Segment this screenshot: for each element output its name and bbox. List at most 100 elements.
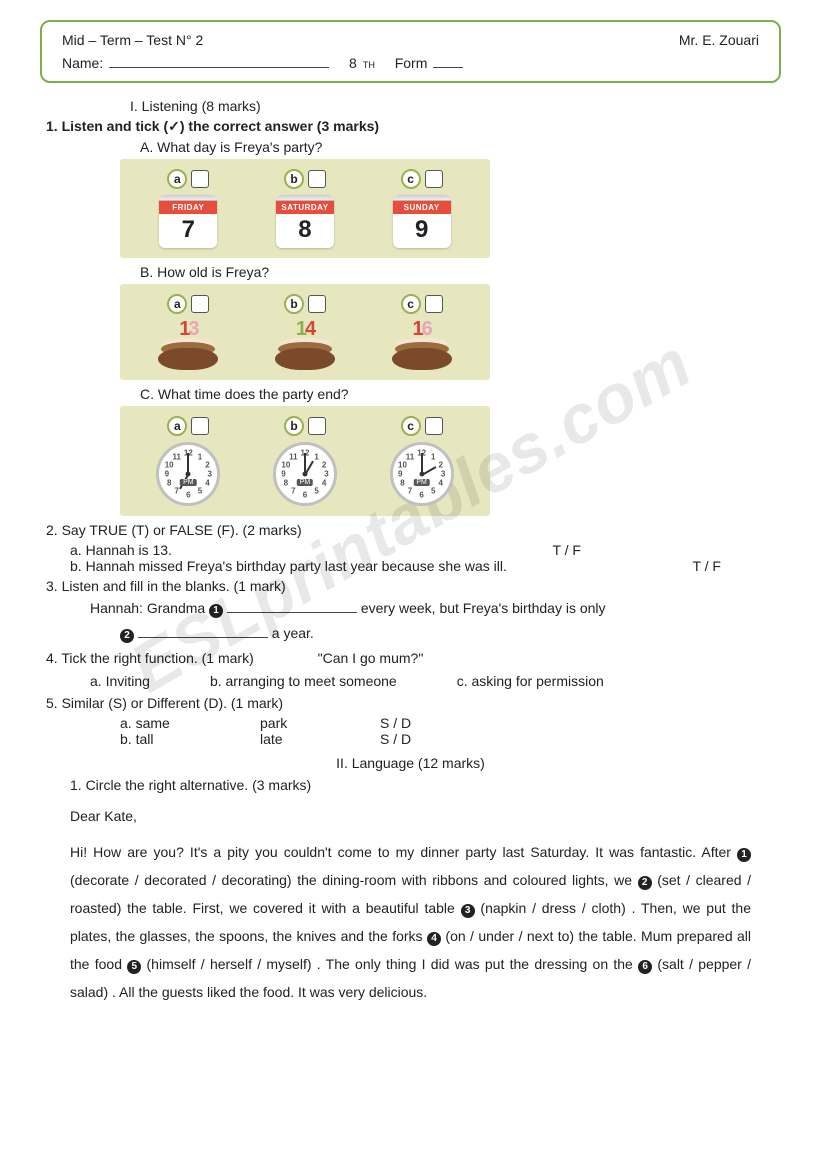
name-label: Name: xyxy=(62,55,103,71)
blank1-icon: 1 xyxy=(209,604,223,618)
cake-icon: 14 xyxy=(270,320,340,370)
calendar-icon: FRIDAY 7 xyxy=(159,195,217,248)
cake-choice: c 16 xyxy=(387,294,457,370)
p1g: . All the guests liked the food. It was … xyxy=(112,984,427,1000)
q1b-panel: a 13 b 14 c 16 xyxy=(120,284,490,380)
form-blank[interactable] xyxy=(433,54,463,68)
checkbox[interactable] xyxy=(191,295,209,313)
clock-choice: b 121234567891011 PM xyxy=(273,416,337,506)
q2a: a. Hannah is 13. xyxy=(70,542,552,558)
test-title: Mid – Term – Test N° 2 xyxy=(62,32,203,48)
form-grade: 8 xyxy=(349,55,357,71)
q2b: b. Hannah missed Freya's birthday party … xyxy=(70,558,692,574)
q1c-panel: a 121234567891011 PM b 121234567891011 P… xyxy=(120,406,490,516)
blank1[interactable] xyxy=(227,599,357,613)
cake-icon: 16 xyxy=(387,320,457,370)
choice-letter: c xyxy=(401,294,421,314)
opt5[interactable]: (himself / herself / myself) xyxy=(147,956,312,972)
q3: 3. Listen and fill in the blanks. (1 mar… xyxy=(46,578,781,594)
q4: 4. Tick the right function. (1 mark) xyxy=(46,650,254,666)
checkbox[interactable] xyxy=(425,170,443,188)
choice-letter: b xyxy=(284,416,304,436)
q1a-panel: a FRIDAY 7 b SATURDAY 8 c SUNDAY 9 xyxy=(120,159,490,258)
opt4[interactable]: (on / under / next to) xyxy=(445,928,574,944)
q3-text2: every week, but Freya's birthday is only xyxy=(361,600,606,616)
greeting: Dear Kate, xyxy=(70,802,751,830)
q5: 5. Similar (S) or Different (D). (1 mark… xyxy=(46,695,781,711)
q5a-w2: park xyxy=(260,715,320,731)
choice-letter: a xyxy=(167,294,187,314)
cake-choice: b 14 xyxy=(270,294,340,370)
calendar-choice: c SUNDAY 9 xyxy=(393,169,451,248)
calendar-choice: a FRIDAY 7 xyxy=(159,169,217,248)
q4a[interactable]: a. Inviting xyxy=(90,673,150,689)
q2a-tf[interactable]: T / F xyxy=(552,542,581,558)
opt2-icon: 2 xyxy=(638,876,652,890)
q4b[interactable]: b. arranging to meet someone xyxy=(210,673,397,689)
p1c: the table. First, we covered it with a b… xyxy=(127,900,460,916)
p1f: . The only thing I did was put the dress… xyxy=(317,956,638,972)
checkbox[interactable] xyxy=(308,295,326,313)
checkbox[interactable] xyxy=(425,295,443,313)
clock-icon: 121234567891011 PM xyxy=(390,442,454,506)
q3-text3: a year. xyxy=(272,625,314,641)
choice-letter: a xyxy=(167,416,187,436)
cake-icon: 13 xyxy=(153,320,223,370)
listening-title: I. Listening (8 marks) xyxy=(130,98,781,114)
calendar-choice: b SATURDAY 8 xyxy=(276,169,334,248)
q5b-w2: late xyxy=(260,731,320,747)
blank2-icon: 2 xyxy=(120,629,134,643)
opt3-icon: 3 xyxy=(461,904,475,918)
q3-text1: Hannah: Grandma xyxy=(90,600,209,616)
lang-q1: 1. Circle the right alternative. (3 mark… xyxy=(70,775,781,796)
q2b-tf[interactable]: T / F xyxy=(692,558,721,574)
checkbox[interactable] xyxy=(425,417,443,435)
blank2[interactable] xyxy=(138,624,268,638)
choice-letter: c xyxy=(401,416,421,436)
choice-letter: b xyxy=(284,169,304,189)
q1c: C. What time does the party end? xyxy=(140,386,781,402)
checkbox[interactable] xyxy=(191,417,209,435)
header-box: Mid – Term – Test N° 2 Mr. E. Zouari Nam… xyxy=(40,20,781,83)
choice-letter: a xyxy=(167,169,187,189)
q1a: A. What day is Freya's party? xyxy=(140,139,781,155)
q5b-sd[interactable]: S / D xyxy=(380,731,411,747)
clock-icon: 121234567891011 PM xyxy=(273,442,337,506)
opt1-icon: 1 xyxy=(737,848,751,862)
calendar-icon: SATURDAY 8 xyxy=(276,195,334,248)
clock-choice: a 121234567891011 PM xyxy=(156,416,220,506)
language-title: II. Language (12 marks) xyxy=(40,755,781,771)
calendar-icon: SUNDAY 9 xyxy=(393,195,451,248)
q1b: B. How old is Freya? xyxy=(140,264,781,280)
cake-choice: a 13 xyxy=(153,294,223,370)
q3-line1: Hannah: Grandma 1 every week, but Freya'… xyxy=(90,598,781,619)
choice-letter: b xyxy=(284,294,304,314)
form-sup: TH xyxy=(363,60,375,70)
q4-row: 4. Tick the right function. (1 mark) "Ca… xyxy=(46,648,781,669)
q5a-sd[interactable]: S / D xyxy=(380,715,411,731)
p1a: Hi! How are you? It's a pity you couldn'… xyxy=(70,844,737,860)
passage: Dear Kate, Hi! How are you? It's a pity … xyxy=(70,802,751,1006)
checkbox[interactable] xyxy=(308,417,326,435)
choice-letter: c xyxy=(401,169,421,189)
p1b: the dining-room with ribbons and coloure… xyxy=(297,872,637,888)
opt5-icon: 5 xyxy=(127,960,141,974)
q3-line2: 2 a year. xyxy=(120,623,781,644)
clock-icon: 121234567891011 PM xyxy=(156,442,220,506)
opt4-icon: 4 xyxy=(427,932,441,946)
q5b-w1: b. tall xyxy=(120,731,200,747)
form-label: Form xyxy=(395,55,428,71)
q1: 1. Listen and tick (✓) the correct answe… xyxy=(46,118,781,135)
q2: 2. Say TRUE (T) or FALSE (F). (2 marks) xyxy=(46,522,781,538)
opt6-icon: 6 xyxy=(638,960,652,974)
clock-choice: c 121234567891011 PM xyxy=(390,416,454,506)
opt3[interactable]: (napkin / dress / cloth) xyxy=(480,900,625,916)
checkbox[interactable] xyxy=(308,170,326,188)
q4-quote: "Can I go mum?" xyxy=(318,650,424,666)
name-blank[interactable] xyxy=(109,54,329,68)
q4c[interactable]: c. asking for permission xyxy=(457,673,604,689)
checkbox[interactable] xyxy=(191,170,209,188)
q5a-w1: a. same xyxy=(120,715,200,731)
teacher-name: Mr. E. Zouari xyxy=(679,32,759,48)
opt1[interactable]: (decorate / decorated / decorating) xyxy=(70,872,292,888)
